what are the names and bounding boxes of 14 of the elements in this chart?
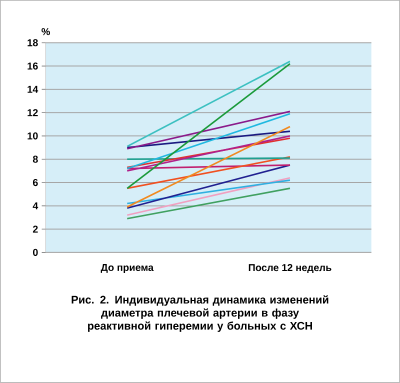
y-axis-title: %: [42, 28, 50, 36]
x-tick-label: До приема: [100, 264, 154, 274]
text: Рис. 2. Индивидуальная динамика изменений диаметра плечевой артерии в фазу реактивной гиперемии у больных с ХСН: [72, 295, 328, 332]
y-tick-label: 12: [28, 109, 38, 116]
y-tick-label: 16: [28, 62, 38, 70]
y-tick-label: 6: [32, 179, 38, 186]
y-tick-label: 2: [32, 226, 38, 233]
y-tick-label: 14: [28, 86, 38, 93]
y-tick-label: 4: [32, 202, 38, 210]
y-tick-label: 8: [32, 156, 38, 163]
x-tick-label: После 12 недель: [248, 264, 332, 274]
y-tick-label: 18: [28, 39, 38, 46]
y-tick-label: 10: [28, 132, 38, 140]
y-tick-label: 0: [32, 248, 38, 256]
